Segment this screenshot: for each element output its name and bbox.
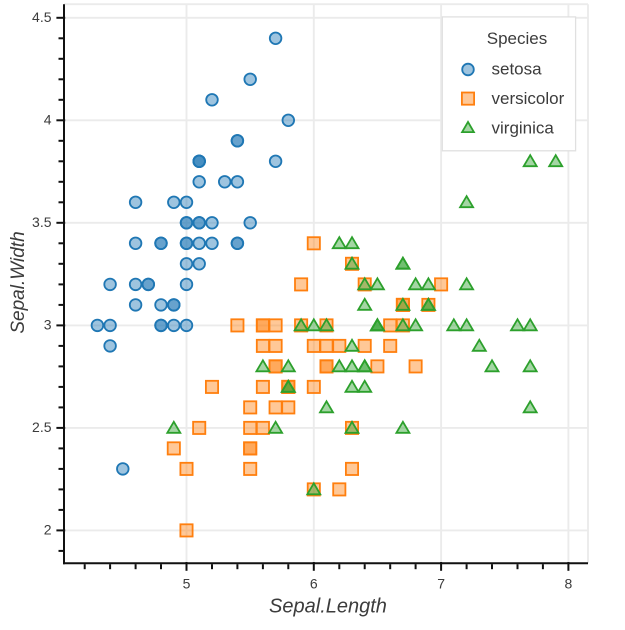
svg-text:Species: Species [487,29,547,48]
svg-text:virginica: virginica [492,118,555,137]
svg-text:Sepal.Length: Sepal.Length [269,596,387,618]
svg-text:5: 5 [183,575,191,591]
svg-text:4.5: 4.5 [32,9,52,25]
svg-text:2: 2 [44,522,52,538]
svg-text:6: 6 [310,575,318,591]
svg-text:Sepal.Width: Sepal.Width [8,231,29,333]
svg-text:4: 4 [44,112,52,128]
svg-text:versicolor: versicolor [492,89,565,108]
svg-text:7: 7 [437,575,445,591]
svg-text:setosa: setosa [492,60,543,79]
svg-text:8: 8 [565,575,573,591]
svg-text:3: 3 [44,317,52,333]
svg-text:3.5: 3.5 [32,214,52,230]
svg-text:2.5: 2.5 [32,419,52,435]
